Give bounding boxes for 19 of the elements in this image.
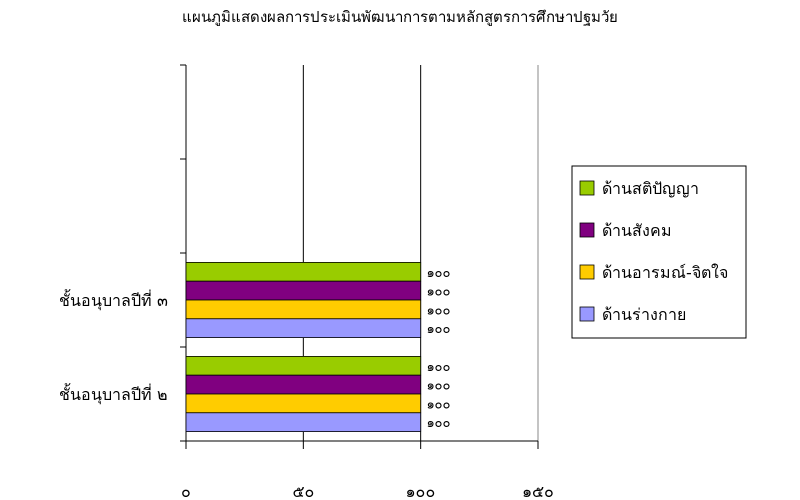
y-tick-label: ชั้นอนุบาลปีที่ ๒ — [58, 383, 168, 405]
x-tick-label: ๐ — [181, 482, 191, 500]
data-label: ๑๐๐ — [426, 322, 451, 338]
data-label: ๑๐๐ — [426, 266, 451, 281]
data-label: ๑๐๐ — [426, 284, 451, 300]
legend-label: ด้านร่างกาย — [602, 305, 686, 324]
x-tick-label: ๑๐๐ — [406, 482, 436, 500]
chart-title: แผนภูมิแสดงผลการประเมินพัฒนาการตามหลักสูตรการศึกษาปฐมวัย — [182, 8, 618, 26]
x-tick-label: ๕๐ — [292, 482, 314, 500]
data-label: ๑๐๐ — [426, 397, 451, 412]
y-tick-label: ชั้นอนุบาลปีที่ ๓ — [58, 289, 168, 311]
data-label: ๑๐๐ — [426, 416, 451, 432]
data-label: ๑๐๐ — [426, 378, 451, 394]
legend-label: ด้านสังคม — [602, 221, 672, 240]
x-tick-label: ๑๕๐ — [522, 482, 554, 500]
data-label: ๑๐๐ — [426, 303, 451, 318]
data-label: ๑๐๐ — [426, 360, 451, 375]
legend-label: ด้านอารมณ์-จิตใจ — [602, 263, 728, 282]
legend-label: ด้านสติปัญญา — [602, 179, 699, 198]
